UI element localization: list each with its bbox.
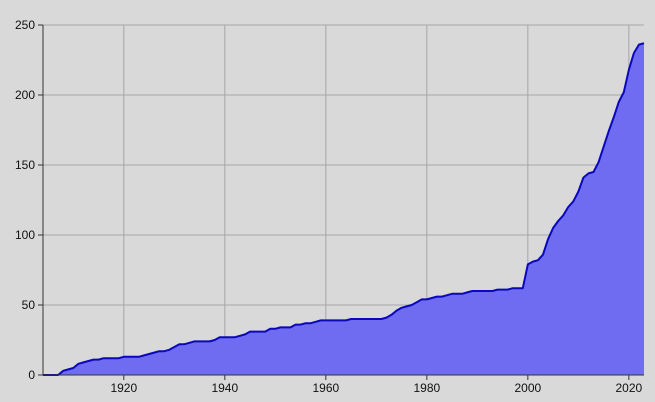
x-tick-label-1940: 1940 — [211, 381, 238, 395]
x-tick-label-2000: 2000 — [514, 381, 541, 395]
y-tick-label-0: 0 — [28, 368, 35, 382]
y-tick-label-100: 100 — [15, 228, 35, 242]
x-tick-label-2020: 2020 — [615, 381, 642, 395]
y-tick-label-200: 200 — [15, 88, 35, 102]
y-axis-ticks: 0 50 100 150 200 250 — [15, 18, 43, 382]
y-tick-label-250: 250 — [15, 18, 35, 32]
x-axis-ticks: 1920 1940 1960 1980 2000 2020 — [110, 375, 643, 395]
x-tick-label-1920: 1920 — [110, 381, 137, 395]
area-series — [43, 42, 645, 376]
area-fill — [43, 43, 644, 375]
x-tick-label-1980: 1980 — [413, 381, 440, 395]
y-tick-label-150: 150 — [15, 158, 35, 172]
y-tick-label-50: 50 — [22, 298, 36, 312]
x-tick-label-1960: 1960 — [312, 381, 339, 395]
series-line — [43, 42, 645, 376]
axes — [42, 25, 644, 376]
